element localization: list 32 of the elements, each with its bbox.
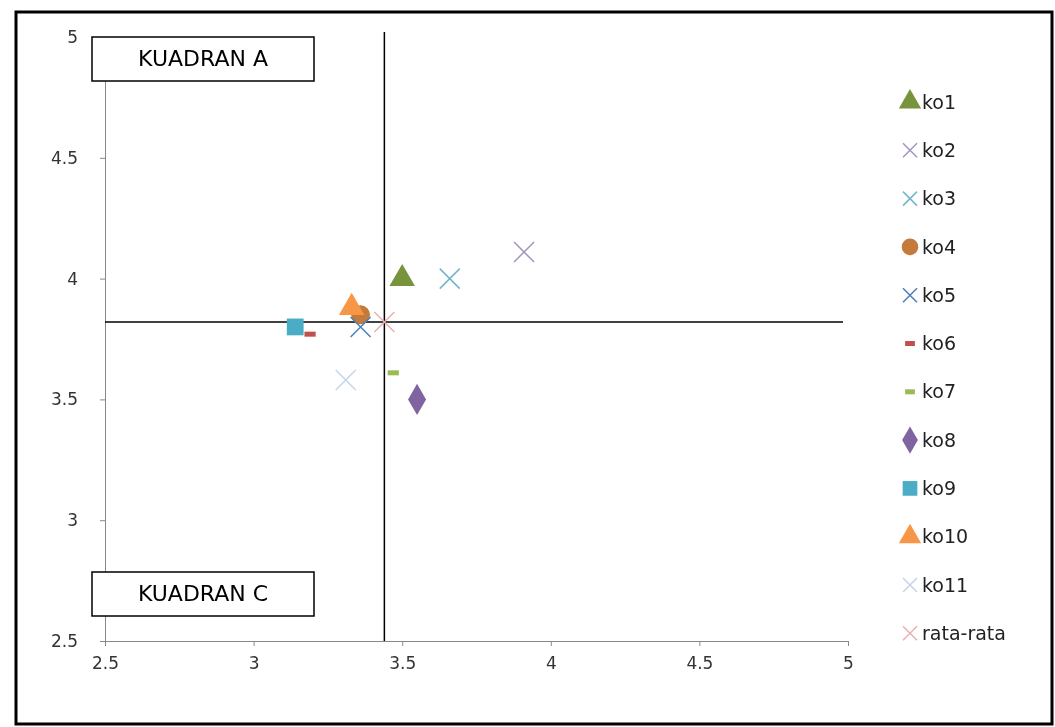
- x-tick-label: 2.5: [91, 653, 120, 674]
- x-tick-label: 3.5: [389, 653, 417, 674]
- y-tick-label: 3.5: [50, 389, 78, 410]
- x-tick-label: 4: [545, 653, 557, 674]
- y-tick-label: 5: [67, 26, 78, 47]
- legend-label: ko3: [922, 187, 957, 210]
- point: [349, 316, 372, 338]
- point: [513, 241, 535, 263]
- legend-label: ko4: [922, 235, 957, 258]
- legend-label: rata-rata: [922, 621, 1006, 644]
- y-tick-label: 4.5: [50, 147, 78, 168]
- legend-label: ko10: [922, 525, 969, 548]
- point: [373, 311, 396, 333]
- legend-label: ko1: [922, 90, 957, 113]
- y-tick-label: 2.5: [50, 630, 78, 651]
- legend-label: ko7: [922, 380, 957, 403]
- legend-label: ko2: [922, 138, 957, 161]
- point: [439, 267, 461, 290]
- point: [286, 318, 304, 336]
- x-tick-label: 5: [843, 653, 854, 674]
- point: [334, 369, 357, 391]
- annotation: KUADRAN C: [137, 581, 269, 606]
- legend-label: ko8: [922, 428, 957, 451]
- x-tick-label: 3: [248, 653, 260, 674]
- legend-label: ko11: [922, 573, 969, 596]
- legend-label: ko5: [922, 283, 957, 306]
- legend-label: ko6: [922, 332, 957, 355]
- legend-label: ko9: [922, 477, 957, 500]
- y-tick-label: 4: [67, 268, 78, 289]
- y-tick-label: 3: [67, 510, 78, 531]
- x-tick-label: 4.5: [686, 653, 714, 674]
- annotation: KUADRAN A: [138, 46, 268, 71]
